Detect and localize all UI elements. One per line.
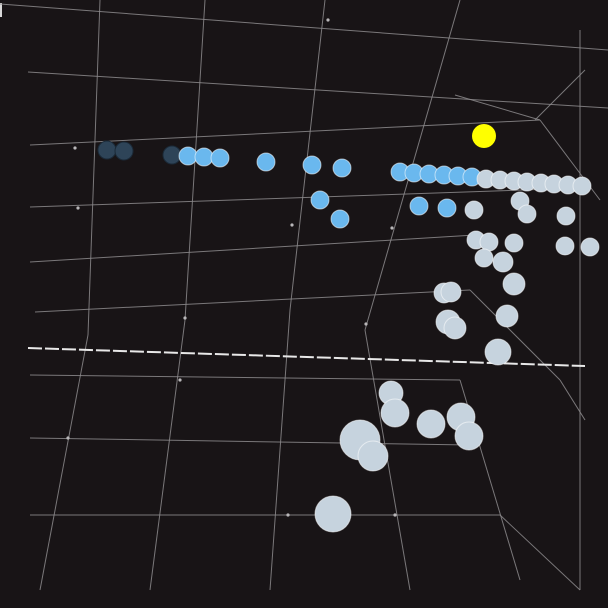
data-point[interactable] [314,495,352,533]
data-point[interactable] [114,141,134,161]
grid-line [469,289,561,381]
data-point[interactable] [409,196,429,216]
data-point[interactable] [572,176,592,196]
grid-line [534,69,586,121]
grid-line [27,71,608,109]
data-point[interactable] [256,152,276,172]
grid-line [454,94,541,121]
data-point[interactable] [97,140,117,160]
grid-layer [0,0,608,591]
grid-line [149,319,186,591]
data-point[interactable] [437,198,457,218]
grid-line [87,0,101,336]
data-point[interactable] [454,421,484,451]
grid-node [178,378,182,382]
data-point[interactable] [479,232,499,252]
grid-node [76,206,80,210]
grid-line [499,514,581,591]
grid-node [183,316,187,320]
grid-node [364,322,368,326]
data-point[interactable] [194,147,214,167]
data-point[interactable] [495,304,519,328]
grid-line [39,334,89,591]
grid-line [29,187,581,208]
points-layer[interactable] [97,124,600,533]
data-point[interactable] [443,316,467,340]
data-point[interactable] [484,338,512,366]
grid-node [286,513,290,517]
data-point[interactable] [210,148,230,168]
cursor-mark [0,3,2,17]
data-point[interactable] [440,281,462,303]
grid-node [326,18,330,22]
data-point[interactable] [178,146,198,166]
data-point[interactable] [555,236,575,256]
data-point[interactable] [162,145,182,165]
grid-line [559,379,586,421]
data-point[interactable] [556,206,576,226]
data-point[interactable] [302,155,322,175]
data-point[interactable] [517,204,537,224]
data-point[interactable] [502,272,526,296]
grid-line [289,0,326,311]
data-point[interactable] [310,190,330,210]
highlighted-data-point[interactable] [472,124,496,148]
grid-line [0,3,608,51]
grid-line [29,437,471,446]
grid-line [269,309,291,591]
grid-line [34,289,471,313]
data-point[interactable] [580,237,600,257]
grid-node [66,436,70,440]
grid-line [29,234,476,263]
data-point[interactable] [474,248,494,268]
data-point[interactable] [504,233,524,253]
data-point[interactable] [332,158,352,178]
grid-line [29,374,461,381]
grid-node [390,226,394,230]
data-point[interactable] [492,251,514,273]
grid-line [29,119,541,146]
data-point[interactable] [380,398,410,428]
data-point[interactable] [330,209,350,229]
data-point[interactable] [357,440,389,472]
grid-node [290,223,294,227]
grid-node [73,146,77,150]
grid-node [393,513,397,517]
data-point[interactable] [464,200,484,220]
data-point[interactable] [416,409,446,439]
